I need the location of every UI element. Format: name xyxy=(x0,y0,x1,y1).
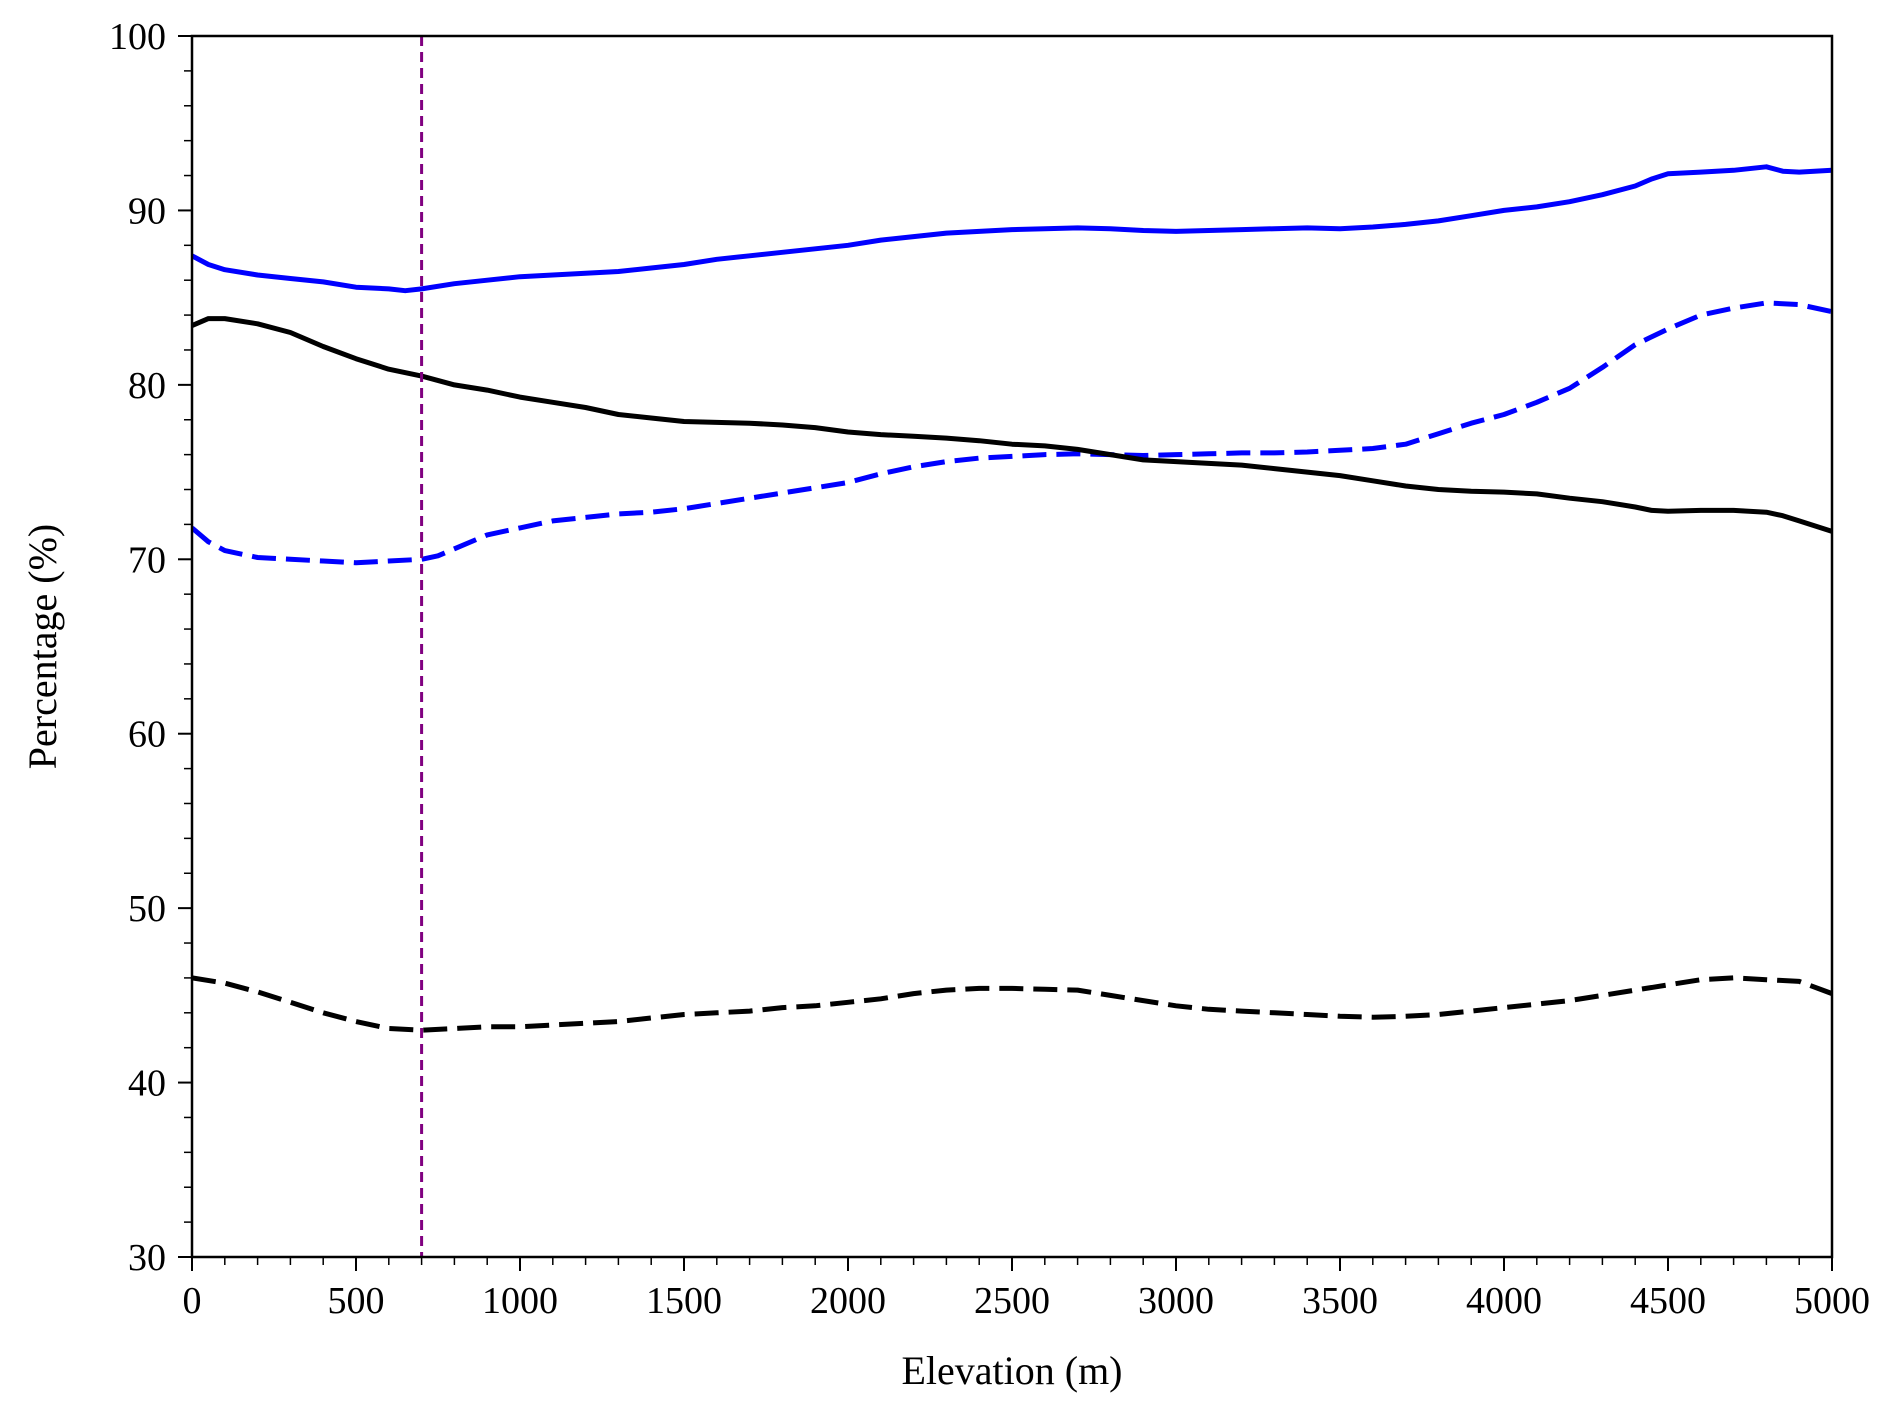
axes-layer: 0 500 1000 1500 2000 2500 3000 3500 4000 4500 5000… xyxy=(109,16,1870,1322)
x-tick-label: 3000 xyxy=(1138,1280,1214,1322)
y-tick-label: 60 xyxy=(128,714,166,756)
x-tick-label: 2000 xyxy=(810,1280,886,1322)
series-layer xyxy=(192,164,1832,1033)
y-tick-label: 100 xyxy=(109,16,166,58)
y-tick-label: 90 xyxy=(128,190,166,232)
series-line-3 xyxy=(192,316,1832,534)
x-tick-label: 4500 xyxy=(1630,1280,1706,1322)
x-axis-title: Elevation (m) xyxy=(901,1348,1122,1393)
y-axis-title: Percentage (%) xyxy=(20,524,65,769)
y-tick-label: 50 xyxy=(128,888,166,930)
x-tick-label: 1000 xyxy=(482,1280,558,1322)
y-tick-label: 80 xyxy=(128,365,166,407)
y-tick-label: 30 xyxy=(128,1237,166,1279)
x-tick-label: 0 xyxy=(183,1280,202,1322)
x-tick-label: 1500 xyxy=(646,1280,722,1322)
x-tick-label: 3500 xyxy=(1302,1280,1378,1322)
series-line-4 xyxy=(192,975,1832,1033)
x-tick-label: 2500 xyxy=(974,1280,1050,1322)
x-tick-label: 4000 xyxy=(1466,1280,1542,1322)
x-tick-label: 5000 xyxy=(1794,1280,1870,1322)
series-line-2 xyxy=(192,300,1832,566)
y-tick-label: 70 xyxy=(128,539,166,581)
x-tick-label: 500 xyxy=(328,1280,385,1322)
series-line-1 xyxy=(192,164,1832,294)
y-tick-label: 40 xyxy=(128,1063,166,1105)
plot-frame xyxy=(190,34,1834,1259)
